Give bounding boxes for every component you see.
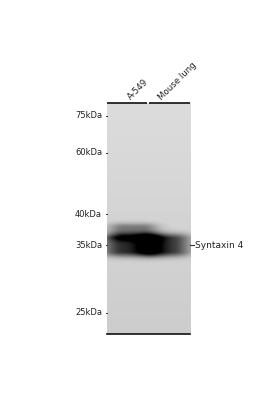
- Text: Syntaxin 4: Syntaxin 4: [194, 241, 242, 250]
- Text: 75kDa: 75kDa: [75, 111, 102, 120]
- Text: 25kDa: 25kDa: [75, 308, 102, 317]
- Text: 40kDa: 40kDa: [75, 210, 102, 219]
- Text: Mouse lung: Mouse lung: [156, 60, 198, 102]
- Text: 35kDa: 35kDa: [75, 241, 102, 250]
- Text: A-549: A-549: [126, 78, 150, 102]
- Text: 60kDa: 60kDa: [75, 148, 102, 157]
